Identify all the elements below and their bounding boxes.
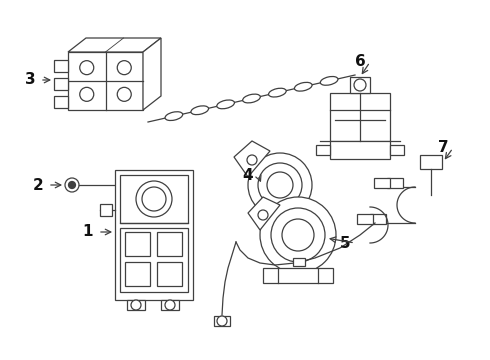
Circle shape: [131, 300, 141, 310]
Ellipse shape: [165, 112, 183, 121]
Circle shape: [65, 178, 79, 192]
Circle shape: [248, 153, 312, 217]
Bar: [125, 262, 150, 286]
Circle shape: [217, 316, 227, 326]
Circle shape: [69, 181, 75, 189]
Circle shape: [247, 155, 257, 165]
Circle shape: [271, 208, 325, 262]
Circle shape: [165, 300, 175, 310]
Bar: [120, 228, 188, 292]
Circle shape: [258, 210, 268, 220]
Bar: [115, 170, 193, 300]
Circle shape: [267, 172, 293, 198]
Ellipse shape: [217, 100, 234, 109]
Bar: [387, 178, 403, 188]
Text: 2: 2: [33, 177, 44, 193]
Circle shape: [136, 181, 172, 217]
Bar: [120, 175, 188, 223]
Bar: [330, 93, 390, 141]
Polygon shape: [234, 141, 270, 177]
Bar: [357, 214, 373, 224]
Bar: [214, 316, 230, 326]
Circle shape: [80, 60, 94, 75]
Bar: [157, 232, 182, 256]
Bar: [316, 145, 330, 155]
Bar: [374, 178, 390, 188]
Polygon shape: [68, 38, 161, 52]
Bar: [157, 262, 182, 286]
Text: 5: 5: [340, 235, 350, 251]
Bar: [54, 60, 68, 72]
Bar: [370, 214, 386, 224]
Bar: [100, 204, 112, 216]
Ellipse shape: [191, 106, 209, 114]
Bar: [54, 78, 68, 90]
Bar: [330, 141, 390, 159]
Ellipse shape: [294, 82, 312, 91]
Circle shape: [117, 60, 131, 75]
Ellipse shape: [320, 76, 338, 85]
Bar: [161, 300, 179, 310]
Bar: [390, 145, 404, 155]
Bar: [263, 268, 333, 283]
Circle shape: [80, 87, 94, 102]
Bar: [350, 77, 370, 93]
Circle shape: [354, 79, 366, 91]
Circle shape: [117, 87, 131, 102]
Text: 7: 7: [438, 140, 448, 156]
Text: 4: 4: [243, 167, 253, 183]
Text: 1: 1: [83, 225, 93, 239]
Circle shape: [282, 219, 314, 251]
Circle shape: [142, 187, 166, 211]
Ellipse shape: [243, 94, 260, 103]
Bar: [293, 258, 305, 266]
Circle shape: [258, 163, 302, 207]
Bar: [68, 52, 143, 110]
Polygon shape: [143, 38, 161, 110]
Bar: [127, 300, 145, 310]
Circle shape: [260, 197, 336, 273]
Bar: [54, 96, 68, 108]
Text: 6: 6: [355, 54, 366, 69]
Bar: [420, 155, 442, 169]
Polygon shape: [248, 197, 280, 230]
Text: 3: 3: [24, 72, 35, 87]
Ellipse shape: [269, 88, 286, 97]
Bar: [125, 232, 150, 256]
